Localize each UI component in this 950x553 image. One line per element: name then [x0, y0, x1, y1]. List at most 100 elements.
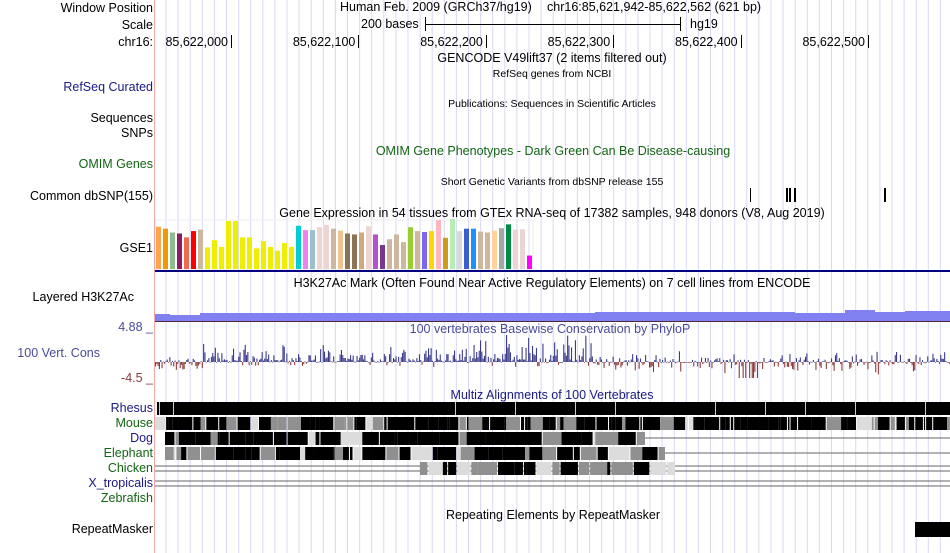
gtex-bar[interactable] — [506, 224, 511, 269]
gtex-bar[interactable] — [408, 227, 413, 269]
gtex-bar[interactable] — [198, 229, 203, 269]
phylop-bar — [238, 356, 240, 362]
gtex-bar[interactable] — [254, 248, 259, 269]
track-label-repeatmasker[interactable]: RepeatMasker — [71, 522, 153, 536]
phylop-bar — [408, 358, 410, 362]
gtex-bar[interactable] — [156, 226, 161, 269]
gtex-bar[interactable] — [219, 246, 224, 269]
phylop-bar — [658, 362, 660, 368]
gtex-bar[interactable] — [177, 233, 182, 269]
track-label-sequences[interactable]: Sequences — [90, 111, 153, 125]
gtex-bar[interactable] — [394, 234, 399, 269]
gtex-bar[interactable] — [366, 226, 371, 269]
track-label-refseq[interactable]: RefSeq Curated — [63, 80, 153, 94]
phylop-bar — [945, 361, 947, 362]
gtex-bar[interactable] — [436, 220, 441, 269]
gtex-bar[interactable] — [331, 228, 336, 269]
phylop-bar — [508, 343, 510, 362]
gtex-bar[interactable] — [338, 230, 343, 269]
phylop-bar — [775, 361, 777, 363]
gtex-bar[interactable] — [471, 228, 476, 269]
gtex-bar[interactable] — [212, 240, 217, 269]
gtex-bar[interactable] — [429, 231, 434, 269]
gtex-bar[interactable] — [163, 228, 168, 269]
gtex-bar[interactable] — [387, 239, 392, 269]
gtex-bar[interactable] — [170, 232, 175, 269]
gtex-bar[interactable] — [359, 232, 364, 269]
phylop-bar — [363, 359, 365, 362]
gtex-bar[interactable] — [492, 230, 497, 269]
species-label-zebrafish[interactable]: Zebrafish — [100, 491, 153, 505]
gtex-bar[interactable] — [499, 228, 504, 269]
phylop-bar — [842, 361, 844, 363]
gtex-bar[interactable] — [513, 229, 518, 269]
snp-variant[interactable] — [884, 188, 886, 202]
gtex-bar[interactable] — [422, 232, 427, 269]
h3k27ac-signal[interactable] — [155, 308, 950, 322]
alignment-block — [260, 447, 267, 460]
gtex-bar[interactable] — [282, 243, 287, 269]
gtex-bar[interactable] — [226, 221, 231, 269]
gtex-bar[interactable] — [317, 227, 322, 269]
gtex-bar[interactable] — [233, 221, 238, 269]
gtex-bar[interactable] — [205, 247, 210, 269]
repeat-element[interactable] — [915, 522, 950, 537]
gtex-bar[interactable] — [345, 233, 350, 269]
species-label-x_tropicalis[interactable]: X_tropicalis — [88, 476, 153, 490]
snp-variant[interactable] — [789, 188, 791, 202]
species-label-dog[interactable]: Dog — [130, 431, 153, 445]
gtex-bar[interactable] — [527, 255, 532, 269]
gtex-bar-chart[interactable] — [155, 218, 950, 272]
species-label-rhesus[interactable]: Rhesus — [110, 401, 153, 415]
ruler-tick — [740, 35, 742, 48]
alignment-block — [287, 417, 302, 430]
phylop-bar — [493, 359, 495, 362]
gtex-bar[interactable] — [289, 246, 294, 269]
gtex-bar[interactable] — [352, 234, 357, 269]
gtex-bar[interactable] — [310, 230, 315, 269]
gtex-bar[interactable] — [261, 241, 266, 269]
gtex-bar[interactable] — [380, 245, 385, 269]
species-label-mouse[interactable]: Mouse — [115, 416, 153, 430]
ruler-tick-label: 85,622,000 — [165, 35, 228, 49]
phylop-bar — [896, 351, 898, 362]
gtex-bar[interactable] — [324, 224, 329, 269]
gtex-bar[interactable] — [268, 246, 273, 269]
gtex-bar[interactable] — [457, 231, 462, 269]
phylop-bar — [593, 362, 595, 364]
snp-variant[interactable] — [786, 188, 788, 202]
gtex-bar[interactable] — [184, 237, 189, 269]
track-label-snps[interactable]: SNPs — [121, 126, 153, 140]
gtex-bar[interactable] — [401, 242, 406, 269]
phylop-bar — [266, 359, 268, 362]
gtex-frame — [155, 219, 534, 271]
snp-variant[interactable] — [749, 188, 752, 202]
track-label-h3k27ac[interactable]: Layered H3K27Ac — [32, 290, 134, 304]
gtex-bar[interactable] — [450, 219, 455, 269]
phylop-bar — [324, 351, 326, 362]
phylop-signal[interactable] — [155, 322, 950, 392]
species-label-chicken[interactable]: Chicken — [107, 461, 153, 475]
gtex-bar[interactable] — [443, 237, 448, 269]
track-label-dbsnp[interactable]: Common dbSNP(155) — [30, 189, 153, 203]
gtex-bar[interactable] — [296, 225, 301, 269]
gtex-bar[interactable] — [373, 234, 378, 269]
gtex-bar[interactable] — [303, 230, 308, 269]
gtex-bar[interactable] — [240, 237, 245, 269]
track-label-phylop[interactable]: 100 Vert. Cons — [17, 346, 100, 360]
gtex-bar[interactable] — [191, 231, 196, 269]
multiz-alignments[interactable] — [155, 400, 950, 510]
phylop-bar — [594, 362, 596, 364]
snp-variant[interactable] — [794, 188, 796, 202]
gtex-bar[interactable] — [520, 229, 525, 269]
track-label-gtex[interactable]: GSE1 — [119, 241, 153, 255]
gtex-bar[interactable] — [464, 228, 469, 269]
gtex-bar[interactable] — [485, 232, 490, 269]
gtex-bar[interactable] — [275, 250, 280, 269]
gtex-bar[interactable] — [415, 231, 420, 269]
gtex-bar[interactable] — [478, 231, 483, 269]
species-label-elephant[interactable]: Elephant — [103, 446, 153, 460]
phylop-bar — [784, 362, 786, 368]
track-label-omim[interactable]: OMIM Genes — [78, 157, 153, 171]
gtex-bar[interactable] — [247, 237, 252, 269]
